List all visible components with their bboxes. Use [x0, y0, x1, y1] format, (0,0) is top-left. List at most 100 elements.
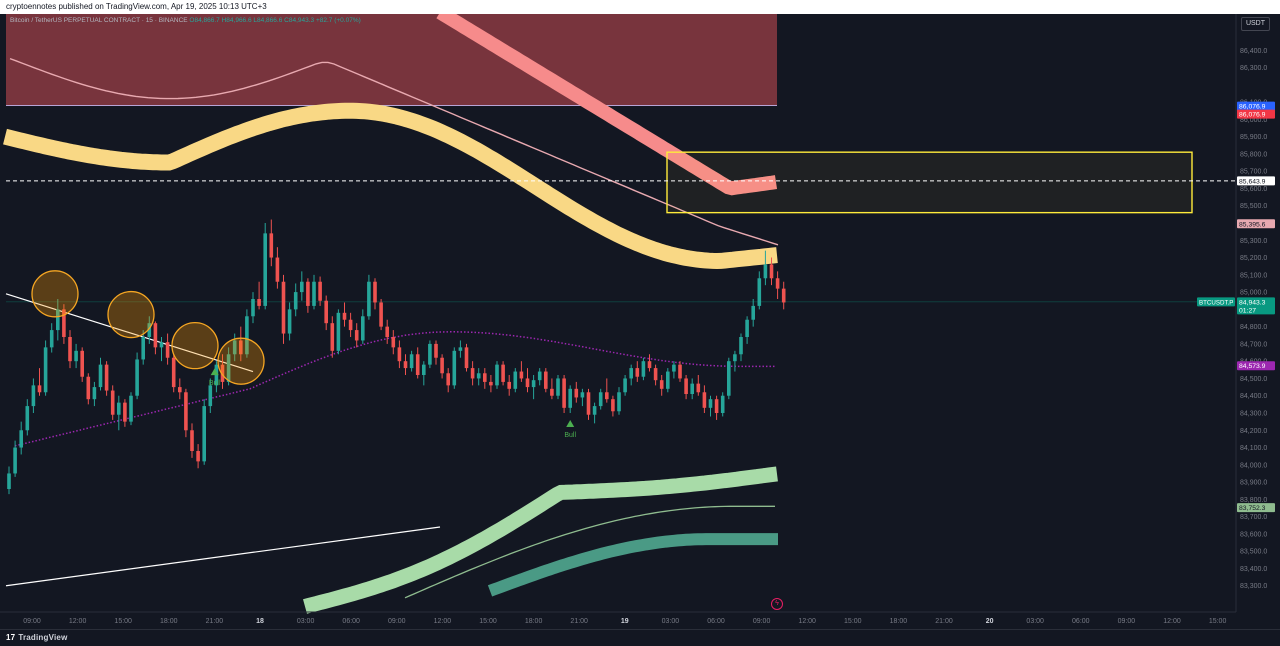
candle-body[interactable]: [287, 309, 292, 334]
candle-body[interactable]: [452, 350, 457, 386]
price-chart[interactable]: BullBull86,400.086,300.086,100.086,000.0…: [0, 14, 1280, 630]
candle-body[interactable]: [544, 371, 548, 389]
highlight-circle[interactable]: [107, 290, 155, 339]
candle-body[interactable]: [98, 364, 103, 388]
candle-body[interactable]: [19, 430, 23, 448]
candle-body[interactable]: [379, 302, 383, 327]
candle-body[interactable]: [739, 337, 743, 355]
candle-body[interactable]: [25, 406, 30, 431]
candle-body[interactable]: [714, 399, 719, 413]
candle-body[interactable]: [763, 264, 768, 279]
candle-body[interactable]: [434, 343, 438, 358]
candle-body[interactable]: [385, 326, 389, 337]
candle-body[interactable]: [171, 357, 176, 388]
candle-body[interactable]: [586, 392, 591, 415]
candle-body[interactable]: [495, 364, 499, 386]
candle-body[interactable]: [537, 371, 542, 381]
candle-body[interactable]: [312, 281, 316, 306]
candle-body[interactable]: [562, 378, 566, 408]
candle-body[interactable]: [232, 340, 237, 355]
candle-body[interactable]: [483, 373, 487, 382]
candle-body[interactable]: [513, 371, 518, 389]
candle-body[interactable]: [123, 402, 127, 422]
candle-body[interactable]: [458, 347, 463, 351]
candle-body[interactable]: [757, 278, 762, 306]
candle-body[interactable]: [501, 364, 505, 382]
candle-body[interactable]: [678, 364, 682, 379]
candle-body[interactable]: [275, 257, 280, 282]
candle-body[interactable]: [629, 368, 633, 379]
candle-body[interactable]: [611, 399, 615, 412]
candle-body[interactable]: [86, 376, 91, 400]
candle-body[interactable]: [324, 300, 328, 324]
candle-body[interactable]: [647, 361, 652, 369]
candle-body[interactable]: [80, 350, 84, 377]
candle-body[interactable]: [531, 380, 536, 388]
candle-body[interactable]: [129, 395, 133, 422]
candle-body[interactable]: [568, 388, 572, 408]
candle-body[interactable]: [117, 402, 121, 415]
candle-body[interactable]: [147, 323, 152, 337]
candle-body[interactable]: [470, 368, 475, 379]
candle-body[interactable]: [727, 361, 731, 396]
candle-body[interactable]: [556, 378, 560, 396]
ascending-trendline[interactable]: [5, 526, 441, 587]
candle-body[interactable]: [507, 381, 511, 389]
candle-body[interactable]: [708, 399, 713, 408]
candle-body[interactable]: [239, 340, 243, 355]
candle-body[interactable]: [293, 292, 298, 310]
candle-body[interactable]: [550, 388, 554, 396]
target-zone-box[interactable]: [666, 151, 1193, 214]
candle-body[interactable]: [605, 392, 609, 400]
candle-body[interactable]: [202, 406, 206, 462]
candle-body[interactable]: [220, 364, 225, 382]
candle-body[interactable]: [672, 364, 676, 372]
candle-body[interactable]: [43, 347, 48, 393]
lightning-icon[interactable]: ϟ: [771, 598, 783, 610]
candle-body[interactable]: [92, 387, 97, 400]
candle-body[interactable]: [684, 378, 688, 394]
candle-body[interactable]: [31, 385, 36, 407]
candle-body[interactable]: [666, 371, 670, 389]
candle-body[interactable]: [336, 312, 341, 351]
tradingview-logo[interactable]: 17 TradingView: [0, 630, 68, 646]
candle-body[interactable]: [178, 387, 182, 393]
candle-body[interactable]: [226, 354, 231, 382]
candle-body[interactable]: [306, 281, 310, 306]
candle-body[interactable]: [397, 347, 402, 362]
candle-body[interactable]: [37, 385, 42, 393]
candle-body[interactable]: [373, 281, 377, 303]
candle-body[interactable]: [135, 359, 139, 396]
candle-body[interactable]: [300, 281, 304, 293]
candle-body[interactable]: [464, 347, 469, 369]
candle-body[interactable]: [342, 312, 347, 320]
highlight-circle[interactable]: [31, 270, 79, 318]
candle-body[interactable]: [623, 378, 627, 393]
candle-body[interactable]: [196, 451, 200, 462]
candle-body[interactable]: [7, 473, 11, 489]
candle-body[interactable]: [702, 392, 707, 408]
candle-body[interactable]: [263, 233, 267, 306]
candle-body[interactable]: [696, 383, 701, 393]
candle-body[interactable]: [49, 330, 54, 348]
candle-body[interactable]: [653, 368, 658, 381]
candle-body[interactable]: [153, 323, 158, 348]
candle-body[interactable]: [354, 330, 359, 341]
candle-body[interactable]: [751, 305, 755, 320]
candle-body[interactable]: [281, 281, 286, 334]
candle-body[interactable]: [690, 383, 694, 394]
candle-body[interactable]: [440, 357, 444, 374]
candle-body[interactable]: [165, 342, 170, 358]
candle-body[interactable]: [110, 390, 115, 415]
candle-body[interactable]: [330, 323, 335, 351]
candle-body[interactable]: [580, 392, 585, 398]
candle-body[interactable]: [245, 316, 249, 355]
candle-body[interactable]: [104, 364, 109, 391]
descending-trendline[interactable]: [5, 293, 254, 373]
candle-body[interactable]: [519, 371, 524, 379]
candle-body[interactable]: [159, 342, 164, 348]
candle-body[interactable]: [74, 350, 78, 362]
candle-body[interactable]: [781, 288, 786, 303]
candle-body[interactable]: [208, 385, 213, 407]
candle-body[interactable]: [574, 388, 579, 398]
